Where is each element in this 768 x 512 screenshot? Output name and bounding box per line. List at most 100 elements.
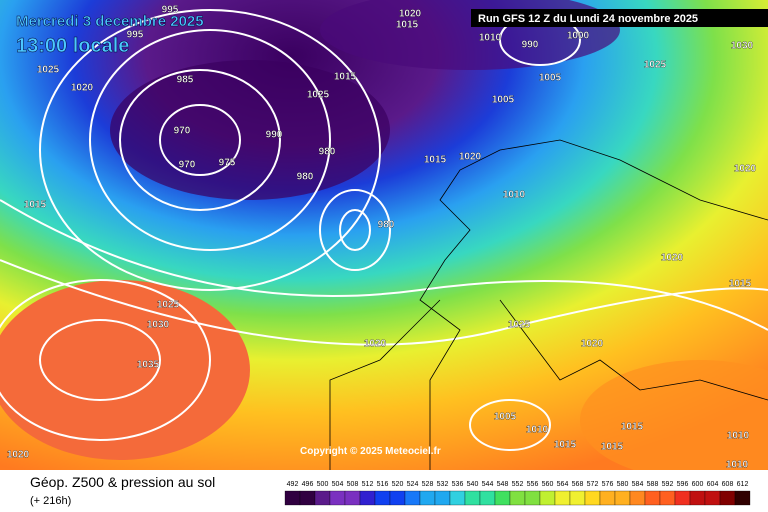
isobar-label: 1010	[727, 431, 750, 442]
isobar-label: 1010	[479, 33, 502, 44]
isobar-label: 1010	[503, 190, 526, 201]
scale-label: 588	[647, 481, 659, 488]
isobar-label: 1025	[508, 320, 531, 331]
isobar-label: 1015	[601, 442, 624, 453]
scale-label: 576	[602, 481, 614, 488]
warm-area	[580, 360, 768, 480]
local-time: 13:00 locale	[16, 35, 129, 57]
isobar-label: 1005	[539, 73, 562, 84]
scale-label: 552	[512, 481, 524, 488]
scale-swatch	[629, 490, 646, 506]
scale-label: 604	[707, 481, 719, 488]
isobar-label: 970	[179, 160, 196, 171]
isobar-label: 1020	[734, 164, 757, 175]
isobar-label: 1005	[492, 95, 515, 106]
scale-swatch	[584, 490, 601, 506]
scale-label: 580	[617, 481, 629, 488]
scale-label: 500	[317, 481, 329, 488]
scale-swatch	[419, 490, 436, 506]
run-banner	[471, 9, 768, 27]
scale-swatch	[494, 490, 511, 506]
high-area	[0, 280, 250, 460]
scale-swatch	[569, 490, 586, 506]
scale-label: 508	[347, 481, 359, 488]
scale-swatch	[449, 490, 466, 506]
scale-label: 512	[362, 481, 374, 488]
scale-swatch	[539, 490, 556, 506]
isobar-label: 1015	[424, 155, 447, 166]
scale-label: 612	[737, 481, 749, 488]
scale-label: 496	[302, 481, 314, 488]
scale-swatch	[314, 490, 331, 506]
scale-label: 528	[422, 481, 434, 488]
scale-swatch	[734, 490, 751, 506]
legend-title: Géop. Z500 & pression au sol	[30, 474, 215, 490]
scale-label: 592	[662, 481, 674, 488]
isobar-label: 1020	[399, 9, 422, 20]
scale-label: 520	[392, 481, 404, 488]
scale-swatch	[344, 490, 361, 506]
isobar-label: 1010	[726, 460, 749, 471]
isobar-label: 1015	[24, 200, 47, 211]
scale-swatch	[434, 490, 451, 506]
lead-time: (+ 216h)	[30, 495, 71, 507]
isobar-label: 975	[219, 158, 236, 169]
scale-label: 608	[722, 481, 734, 488]
scale-swatch	[299, 490, 316, 506]
scale-label: 532	[437, 481, 449, 488]
scale-label: 548	[497, 481, 509, 488]
scale-label: 492	[287, 481, 299, 488]
isobar-label: 1020	[71, 83, 94, 94]
scale-swatch	[464, 490, 481, 506]
isobar-label: 1015	[334, 72, 357, 83]
isobar-label: 980	[378, 220, 395, 231]
isobar-label: 1020	[364, 339, 387, 350]
isobar-label: 990	[266, 130, 283, 141]
isobar-label: 1015	[729, 279, 752, 290]
isobar-label: 1020	[459, 152, 482, 163]
scale-label: 556	[527, 481, 539, 488]
isobar-label: 985	[177, 75, 194, 86]
scale-label: 600	[692, 481, 704, 488]
isobar-label: 1025	[307, 90, 330, 101]
isobar-label: 995	[162, 5, 179, 16]
scale-label: 536	[452, 481, 464, 488]
isobar-label: 1005	[494, 412, 517, 423]
scale-swatch	[644, 490, 661, 506]
isobar-label: 980	[297, 172, 314, 183]
scale-label: 560	[542, 481, 554, 488]
scale-swatch	[374, 490, 391, 506]
isobar-label: 1015	[554, 440, 577, 451]
scale-label: 596	[677, 481, 689, 488]
scale-swatch	[524, 490, 541, 506]
scale-label: 516	[377, 481, 389, 488]
isobar-label: 1020	[7, 450, 30, 461]
scale-swatch	[689, 490, 706, 506]
scale-swatch	[554, 490, 571, 506]
scale-label: 544	[482, 481, 494, 488]
isobar-label: 1030	[731, 41, 754, 52]
isobar-label: 1010	[526, 425, 549, 436]
scale-label: 564	[557, 481, 569, 488]
scale-swatch	[614, 490, 631, 506]
isobar-label: 1030	[147, 320, 170, 331]
scale-label: 568	[572, 481, 584, 488]
run-info: Run GFS 12 Z du Lundi 24 novembre 2025	[478, 13, 698, 25]
scale-swatch	[284, 490, 301, 506]
scale-swatch	[479, 490, 496, 506]
scale-swatch	[704, 490, 721, 506]
isobar-label: 990	[522, 40, 539, 51]
isobar-label: 995	[127, 30, 144, 41]
scale-swatch	[329, 490, 346, 506]
scale-label: 504	[332, 481, 344, 488]
scale-swatch	[719, 490, 736, 506]
isobar-label: 1025	[37, 65, 60, 76]
valid-date: Mercredi 3 decembre 2025	[16, 13, 204, 30]
isobar-label: 1000	[567, 31, 590, 42]
isobar-label: 1020	[581, 339, 604, 350]
isobars	[0, 9, 768, 451]
scale-label: 572	[587, 481, 599, 488]
scale-swatch	[359, 490, 376, 506]
scale-label: 584	[632, 481, 644, 488]
